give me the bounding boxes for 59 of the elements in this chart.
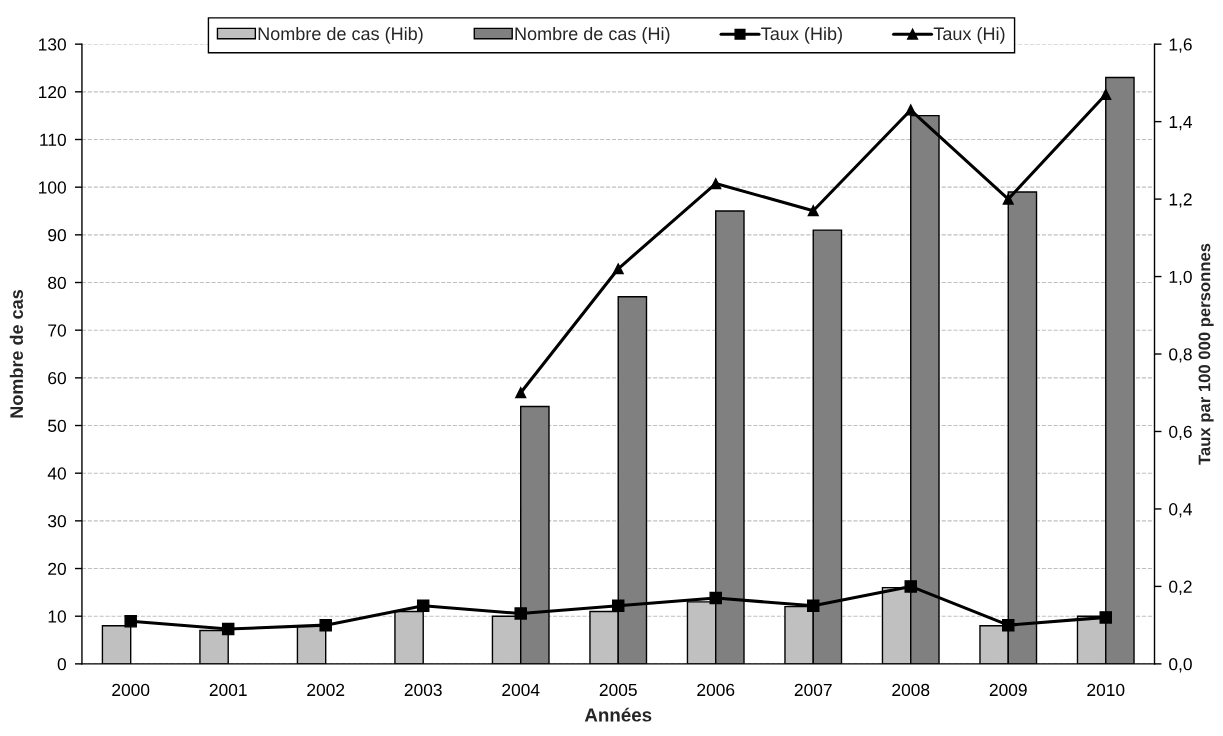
x-tick-label: 2000 <box>112 683 150 697</box>
y2-tick-label: 0,8 <box>1169 348 1192 363</box>
y-tick-label: 40 <box>47 467 66 480</box>
point <box>1002 618 1015 632</box>
y-tick-label: 100 <box>39 181 66 194</box>
x-tick-label: 2002 <box>307 683 345 697</box>
x-tick-label: 2008 <box>892 683 930 697</box>
point <box>1099 611 1113 624</box>
x-axis-title: Années <box>584 707 652 722</box>
x-tick-label: 2006 <box>697 683 735 697</box>
x-tick-label: 2007 <box>794 683 832 697</box>
y2-tick-label: 1,4 <box>1169 115 1193 131</box>
y-tick-label: 70 <box>48 324 66 337</box>
y-tick-label: 120 <box>39 86 66 99</box>
y-tick-label: 110 <box>40 133 66 146</box>
y2-tick-label: 1,0 <box>1169 270 1192 286</box>
y-tick-label: 10 <box>48 610 66 623</box>
y-tick-label: 130 <box>39 38 66 51</box>
point <box>709 591 722 605</box>
y2-tick-label: 1,6 <box>1169 38 1192 53</box>
x-tick-label: 2004 <box>502 683 540 697</box>
point <box>904 580 917 593</box>
point <box>515 387 527 399</box>
x-tick-label: 2005 <box>599 683 637 697</box>
point <box>416 599 430 613</box>
legend-label: Nombre de cas (Hi) <box>515 26 670 44</box>
point <box>319 618 332 632</box>
y2-tick-label: 0,6 <box>1169 425 1192 440</box>
y-axis-title: Nombre de cas <box>9 290 24 418</box>
point <box>1100 88 1112 101</box>
y2-tick-label: 0,4 <box>1169 503 1193 518</box>
y-tick-label: 20 <box>48 562 66 575</box>
y2-tick-label: 0,2 <box>1169 580 1192 595</box>
legend-label: Nombre de cas (Hib) <box>258 26 423 44</box>
point <box>611 599 625 613</box>
point <box>514 607 527 620</box>
y2-tick-label: 0,0 <box>1169 658 1192 673</box>
y-tick-label: 80 <box>48 276 66 289</box>
y-tick-label: 60 <box>48 372 66 385</box>
legend-label: Taux (Hib) <box>761 26 842 44</box>
point <box>807 205 819 217</box>
y-tick-label: 50 <box>48 419 66 432</box>
point <box>1002 193 1014 205</box>
point <box>221 622 235 636</box>
y-tick-label: 30 <box>48 515 66 528</box>
y2-axis-title: Taux par 100 000 personnes <box>1198 243 1214 465</box>
point <box>806 599 820 613</box>
y2-tick-label: 1,2 <box>1169 193 1192 208</box>
point <box>612 263 624 275</box>
x-tick-label: 2003 <box>404 683 442 697</box>
y-tick-label: 0 <box>57 658 66 671</box>
x-tick-label: 2009 <box>989 683 1027 697</box>
y-tick-label: 90 <box>48 229 66 242</box>
point <box>710 178 722 190</box>
point <box>124 615 137 628</box>
x-tick-label: 2001 <box>209 683 247 697</box>
x-tick-label: 2010 <box>1087 683 1125 697</box>
point <box>905 104 917 116</box>
legend-label: Taux (Hi) <box>933 26 1005 44</box>
